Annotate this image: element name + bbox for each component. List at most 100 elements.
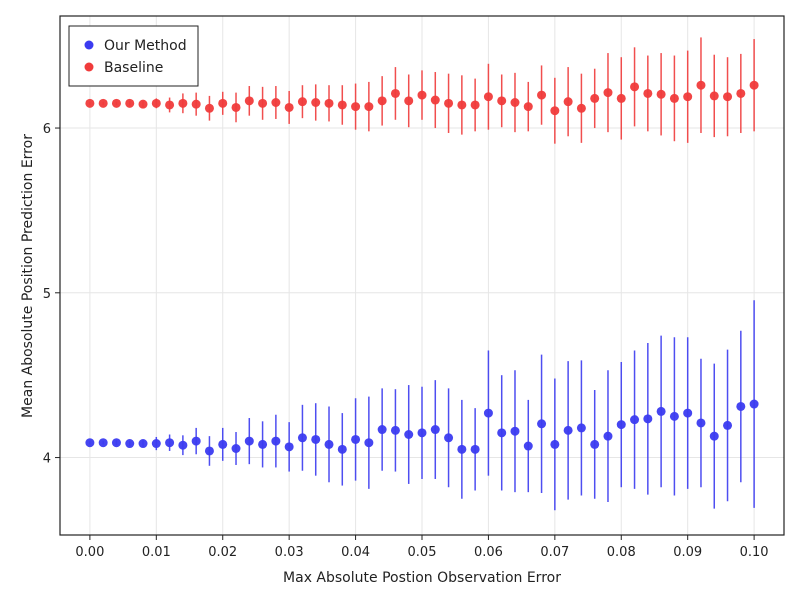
data-point — [576, 103, 586, 113]
data-point — [630, 82, 640, 92]
data-point — [457, 100, 467, 110]
data-point — [709, 91, 719, 101]
data-point — [271, 436, 281, 446]
data-point — [417, 90, 427, 100]
data-point — [191, 436, 201, 446]
data-point — [218, 439, 228, 449]
data-point — [563, 425, 573, 435]
data-point — [324, 98, 334, 108]
data-point — [656, 406, 666, 416]
data-point — [324, 439, 334, 449]
x-tick-label: 0.09 — [673, 545, 702, 560]
data-point — [204, 446, 214, 456]
legend-box — [68, 25, 199, 87]
data-point — [417, 428, 427, 438]
data-point — [297, 433, 307, 443]
data-point — [258, 98, 268, 108]
x-axis-label: Max Absolute Postion Observation Error — [283, 570, 561, 586]
data-point — [311, 98, 321, 107]
data-point — [523, 102, 533, 112]
data-point — [723, 420, 733, 430]
data-point — [377, 425, 387, 435]
data-point — [696, 418, 706, 428]
data-point — [404, 96, 414, 106]
data-point — [138, 99, 148, 109]
data-point — [165, 438, 175, 448]
data-point — [351, 434, 361, 444]
x-axis-ticks: 0.00 0.01 0.02 0.03 0.04 0.05 0.06 0.07 0.08 0.09… — [75, 535, 769, 560]
data-point — [483, 408, 493, 418]
legend-label-baseline: Baseline — [104, 60, 163, 76]
data-point — [457, 444, 467, 454]
data-point — [85, 98, 95, 108]
data-point — [284, 442, 294, 452]
y-axis-ticks: 4 5 6 — [43, 122, 60, 467]
data-point — [709, 431, 719, 441]
data-point — [749, 80, 759, 90]
data-point — [483, 92, 493, 102]
data-point — [364, 102, 374, 112]
x-tick-label: 0.02 — [208, 545, 237, 560]
data-point — [444, 433, 454, 443]
data-point — [616, 93, 626, 103]
data-point — [497, 428, 507, 438]
data-point — [231, 444, 241, 453]
data-point — [430, 95, 440, 105]
x-tick-label: 0.01 — [142, 545, 171, 560]
data-point — [85, 438, 95, 448]
data-point — [111, 98, 121, 108]
data-point — [643, 414, 653, 424]
data-point — [98, 98, 108, 108]
data-point — [669, 93, 679, 103]
data-point — [616, 420, 626, 430]
data-point — [244, 96, 254, 106]
data-point — [630, 415, 640, 425]
data-point — [364, 438, 374, 448]
data-point — [151, 439, 161, 449]
data-point — [297, 97, 307, 107]
data-point — [603, 88, 613, 98]
legend-marker-baseline — [84, 62, 94, 72]
x-tick-label: 0.06 — [474, 545, 503, 560]
data-point — [656, 89, 666, 99]
data-point — [470, 100, 480, 110]
data-point — [390, 425, 400, 435]
data-point — [125, 98, 135, 108]
data-point — [683, 408, 693, 418]
data-point — [258, 439, 268, 449]
data-point — [125, 439, 135, 449]
legend: Our Method Baseline — [68, 25, 199, 87]
data-point — [723, 92, 733, 102]
data-point — [377, 96, 387, 106]
data-point — [165, 100, 175, 110]
data-point — [444, 98, 454, 108]
data-point — [497, 96, 507, 106]
data-point — [590, 93, 600, 103]
x-tick-label: 0.07 — [540, 545, 569, 560]
data-point — [337, 100, 347, 110]
y-tick-label: 6 — [43, 122, 51, 137]
data-point — [736, 88, 746, 98]
x-tick-label: 0.04 — [341, 545, 370, 560]
series-our-method — [85, 300, 759, 511]
data-point — [284, 102, 294, 112]
data-point — [550, 439, 560, 449]
series-layer — [85, 37, 759, 511]
x-tick-label: 0.00 — [75, 545, 104, 560]
y-axis-label: Mean Abosolute Position Prediction Error — [20, 134, 36, 418]
data-point — [736, 401, 746, 411]
data-point — [683, 92, 693, 102]
data-point — [138, 439, 148, 449]
data-point — [749, 399, 759, 409]
data-point — [430, 425, 440, 435]
data-point — [98, 438, 108, 448]
y-tick-label: 5 — [43, 287, 51, 302]
data-point — [537, 419, 547, 429]
data-point — [576, 423, 586, 433]
data-point — [537, 90, 547, 100]
legend-label-our-method: Our Method — [104, 38, 187, 54]
data-point — [178, 98, 188, 108]
data-point — [510, 98, 520, 107]
data-point — [550, 106, 560, 116]
